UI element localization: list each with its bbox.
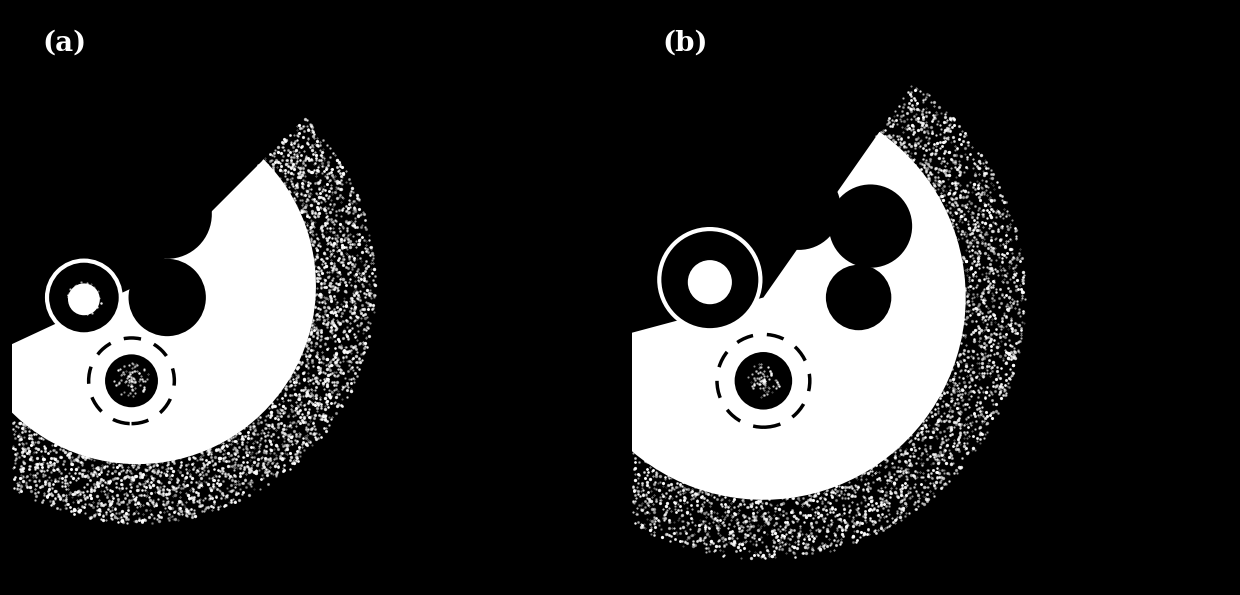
Circle shape [828, 184, 913, 268]
Circle shape [826, 265, 892, 330]
Circle shape [660, 229, 760, 330]
Text: (b): (b) [662, 30, 708, 57]
Circle shape [733, 350, 794, 411]
Circle shape [89, 338, 175, 424]
Circle shape [104, 353, 160, 409]
Wedge shape [0, 159, 316, 464]
Circle shape [67, 283, 100, 316]
Circle shape [40, 170, 129, 259]
Circle shape [758, 167, 841, 250]
Circle shape [129, 259, 206, 336]
Circle shape [47, 261, 120, 334]
Circle shape [717, 334, 810, 427]
Circle shape [687, 259, 733, 305]
Wedge shape [568, 131, 966, 500]
Circle shape [123, 170, 212, 259]
Text: (a): (a) [42, 30, 87, 57]
